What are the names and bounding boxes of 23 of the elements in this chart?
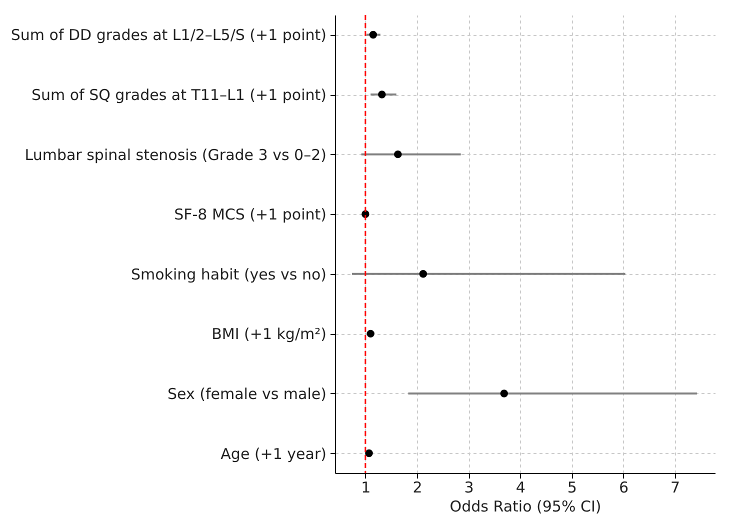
y-tick-label: Age (+1 year) (220, 444, 326, 463)
x-tick-label: 5 (567, 478, 577, 496)
y-tick-label: BMI (+1 kg/m²) (212, 325, 326, 344)
x-tick-label: 7 (670, 478, 680, 496)
y-tick-label: Lumbar spinal stenosis (Grade 3 vs 0–2) (24, 146, 326, 164)
y-tick-label: Sum of SQ grades at T11–L1 (+1 point) (31, 86, 326, 104)
point (394, 150, 402, 158)
point (369, 30, 378, 39)
y-tick-label: SF-8 MCS (+1 point) (174, 206, 326, 224)
y-tick-label: Smoking habit (yes vs no) (130, 265, 326, 284)
x-tick-label: 6 (618, 478, 628, 496)
x-tick-label: 4 (516, 478, 526, 496)
y-tick-label: Sex (female vs male) (168, 384, 326, 403)
point (419, 270, 428, 278)
y-tick-label: Sum of DD grades at L1/2–L5/S (+1 point) (10, 26, 326, 44)
point (366, 330, 374, 338)
point (365, 449, 373, 458)
x-tick-label: 1 (361, 478, 371, 496)
point (378, 90, 386, 98)
point (500, 390, 508, 398)
x-tick-label: 2 (412, 478, 422, 496)
x-tick-label: 3 (464, 478, 474, 496)
x-axis-title: Odds Ratio (95% CI) (450, 498, 602, 516)
